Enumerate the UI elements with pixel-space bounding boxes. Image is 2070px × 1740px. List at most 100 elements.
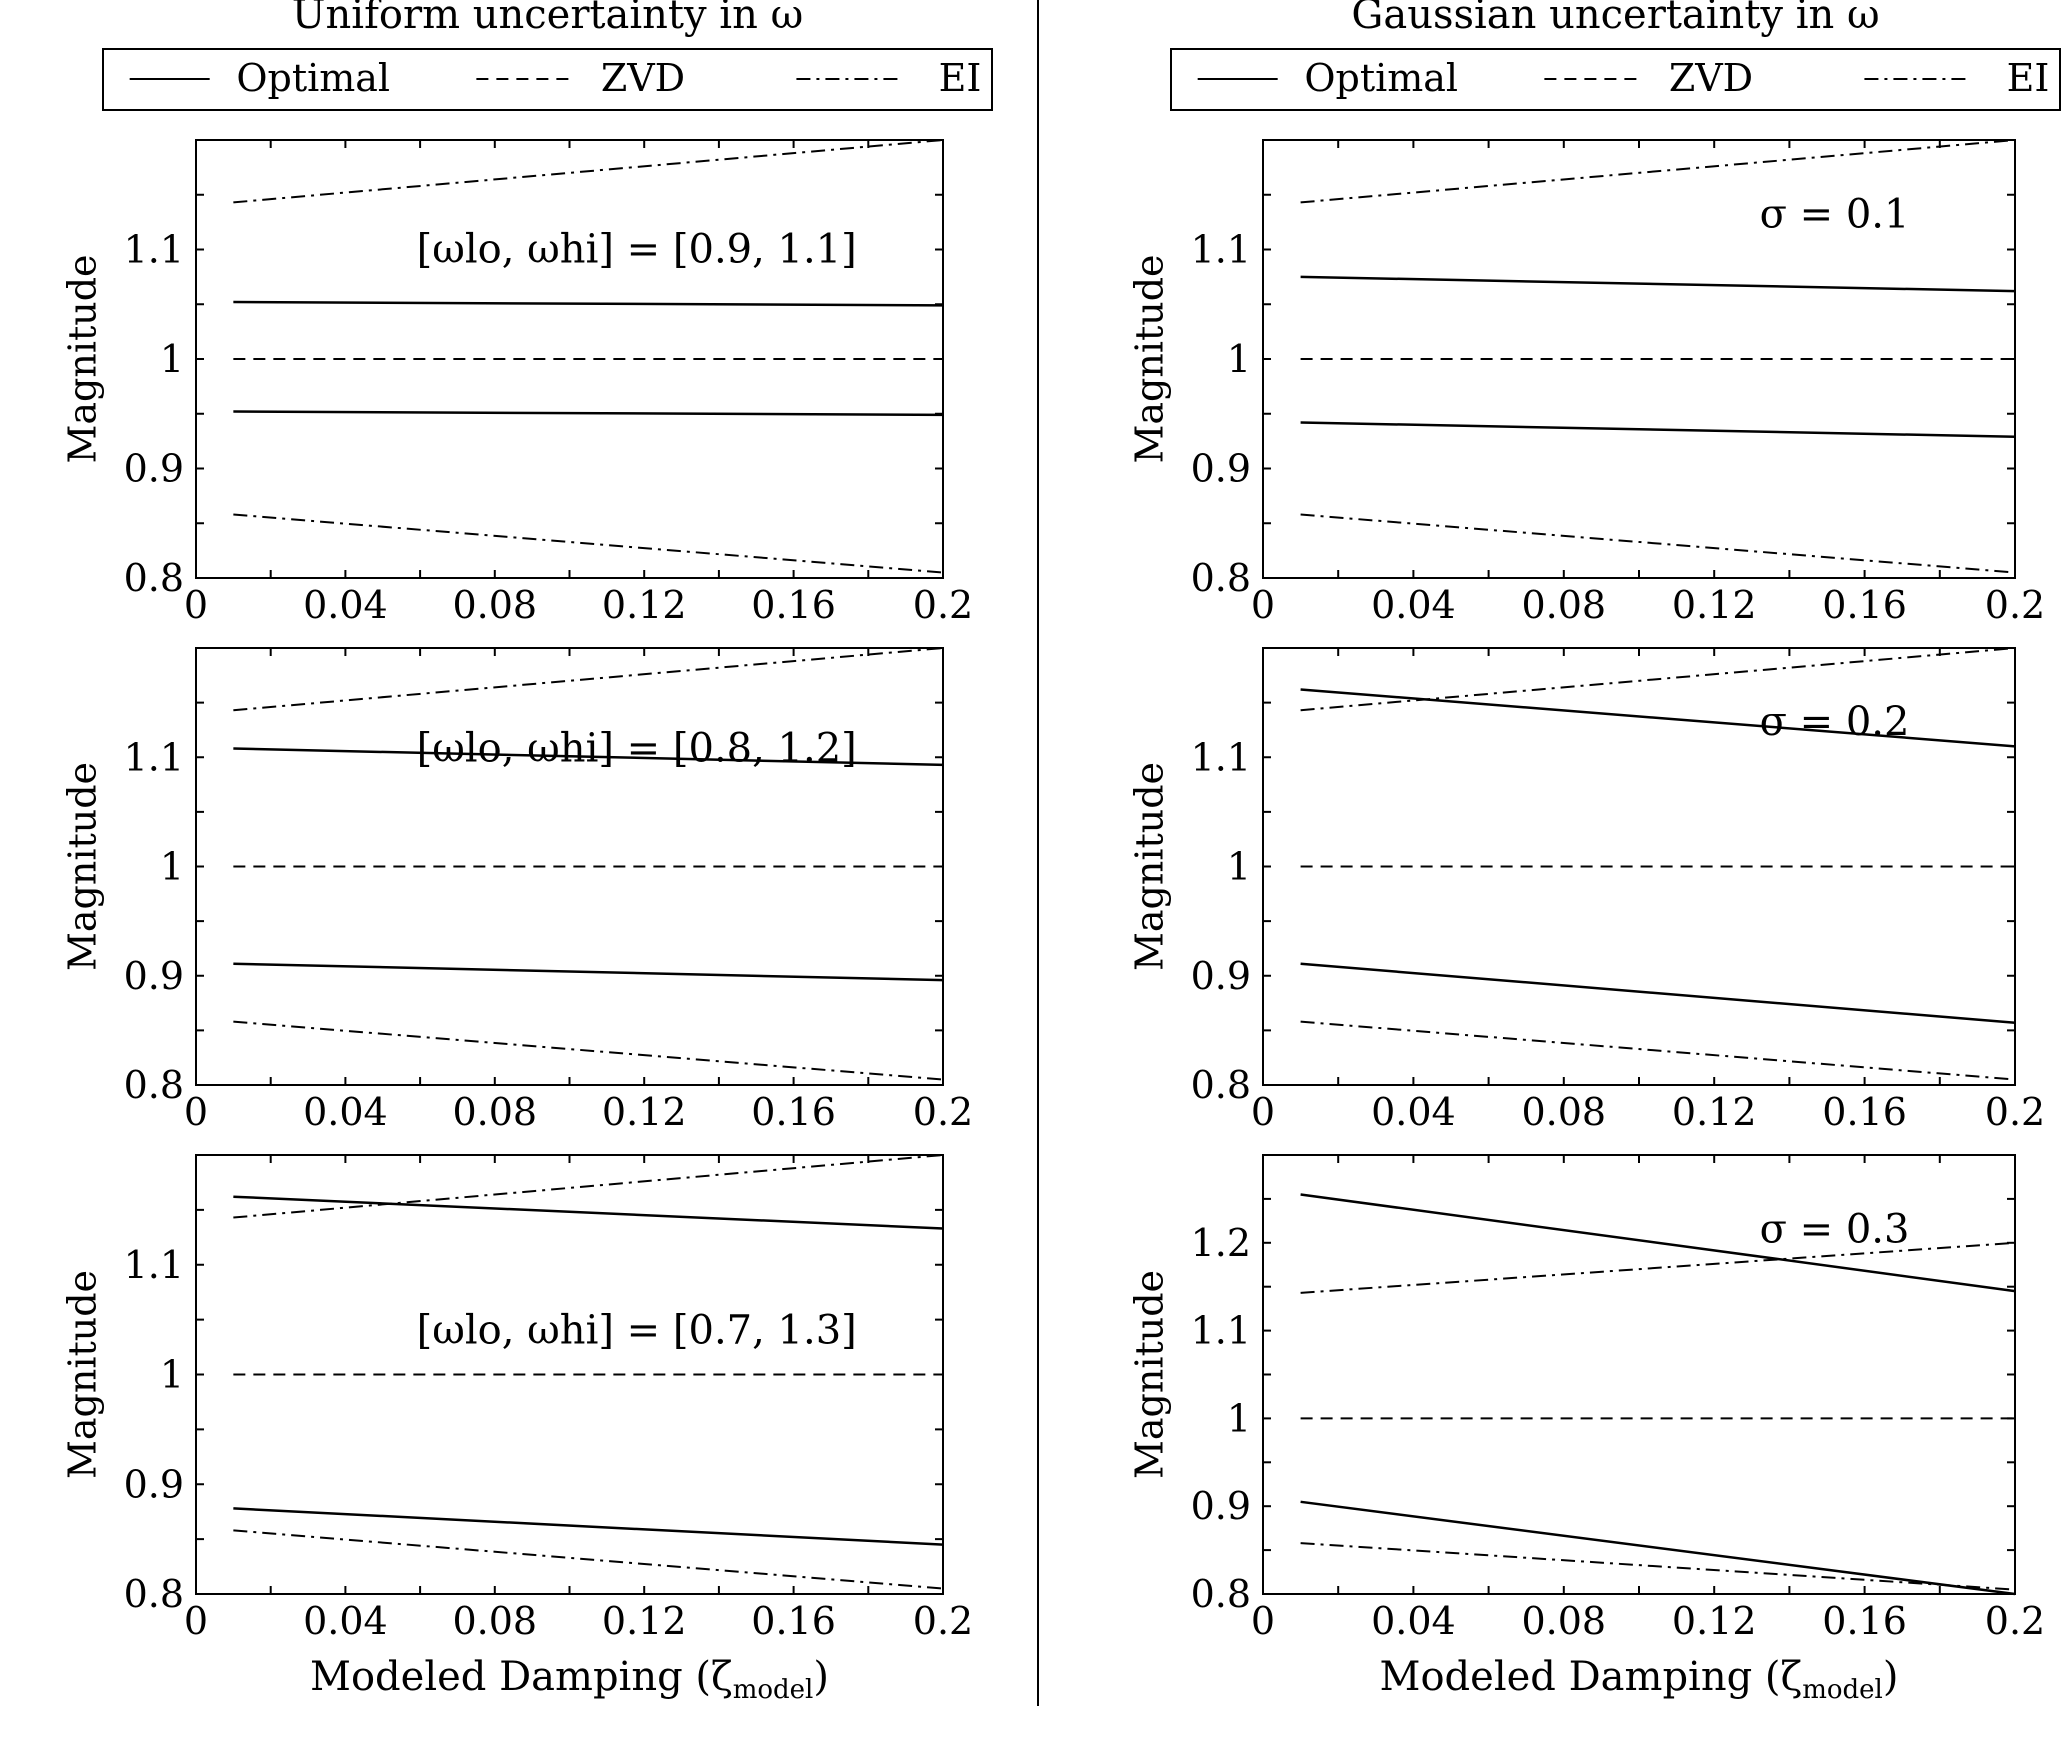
x-tick-label: 0: [184, 1599, 208, 1643]
plot-frame: [195, 647, 944, 1086]
series-ei-upper: [1300, 1241, 2016, 1294]
series-ei-lower: [233, 1020, 944, 1081]
x-tick-label: 0.12: [602, 1090, 687, 1134]
y-tick-label: 0.8: [124, 1063, 184, 1107]
x-tick-label: 0.12: [1672, 583, 1757, 627]
x-tick-label: 0.12: [602, 1599, 687, 1643]
x-tick-label: 0.08: [452, 1090, 537, 1134]
column-title: Gaussian uncertainty in ω: [1351, 0, 1879, 38]
legend-label-optimal: Optimal: [236, 56, 390, 100]
plot-frame: [195, 1154, 944, 1595]
series-ei-upper: [1300, 647, 2016, 712]
series-ei-upper: [233, 1154, 944, 1219]
y-tick-label: 1.2: [1191, 1221, 1251, 1265]
series-optimal-lower: [233, 410, 944, 417]
series-ei-upper: [1300, 139, 2016, 204]
panel-annotation: σ = 0.2: [1760, 699, 1910, 745]
x-tick-label: 0.16: [1822, 1599, 1907, 1643]
x-tick-label: 0.2: [1985, 583, 2045, 627]
x-tick-label: 0.2: [1985, 1090, 2045, 1134]
y-tick-label: 0.8: [1191, 1572, 1251, 1616]
series-ei-lower: [1300, 1542, 2016, 1591]
x-tick-label: 0.12: [602, 583, 687, 627]
series-optimal-lower: [1300, 962, 2016, 1024]
y-tick-label: 1.1: [124, 228, 184, 272]
y-tick-label: 0.8: [1191, 556, 1251, 600]
series-optimal-upper: [233, 747, 944, 767]
legend-label-optimal: Optimal: [1304, 56, 1458, 100]
y-tick-label: 1.1: [1191, 228, 1251, 272]
y-tick-label: 1: [1227, 1396, 1251, 1440]
y-tick-label: 1.1: [124, 735, 184, 779]
y-axis-label: Magnitude: [1128, 254, 1172, 463]
series-ei-upper: [233, 139, 944, 204]
x-axis-label: Modeled Damping (ζmodel): [1380, 1654, 1899, 1705]
y-tick-label: 0.9: [124, 954, 184, 998]
x-tick-label: 0.2: [913, 1090, 973, 1134]
series-ei-lower: [1300, 1020, 2016, 1081]
x-tick-label: 0.12: [1672, 1090, 1757, 1134]
y-tick-label: 1: [1227, 845, 1251, 889]
series-optimal-upper: [1300, 275, 2016, 293]
y-tick-label: 0.9: [1191, 954, 1251, 998]
series-optimal-lower: [233, 1507, 944, 1546]
series-optimal-lower: [233, 962, 944, 982]
x-tick-label: 0.04: [1371, 1090, 1456, 1134]
series-ei-lower: [233, 1529, 944, 1590]
series-optimal-lower: [1300, 1500, 2016, 1596]
panel-annotation: [ωlo, ωhi] = [0.9, 1.1]: [417, 226, 857, 272]
series-ei-lower: [1300, 513, 2016, 574]
panel-annotation: σ = 0.1: [1760, 191, 1910, 237]
y-tick-label: 1: [160, 845, 184, 889]
series-optimal-upper: [1300, 1193, 2016, 1293]
panel-annotation: σ = 0.3: [1760, 1206, 1910, 1252]
y-tick-label: 0.9: [1191, 1484, 1251, 1528]
x-tick-label: 0.04: [303, 583, 388, 627]
y-tick-label: 1.1: [1191, 1309, 1251, 1353]
x-tick-label: 0: [184, 1090, 208, 1134]
x-tick-label: 0.08: [1521, 583, 1606, 627]
y-tick-label: 1.1: [1191, 735, 1251, 779]
y-tick-label: 0.9: [1191, 447, 1251, 491]
x-tick-label: 0.16: [1822, 1090, 1907, 1134]
x-tick-label: 0: [1251, 583, 1275, 627]
y-tick-label: 1.1: [124, 1243, 184, 1287]
x-tick-label: 0.2: [1985, 1599, 2045, 1643]
plot-frame: [195, 139, 944, 579]
x-tick-label: 0: [184, 583, 208, 627]
x-tick-label: 0.12: [1672, 1599, 1757, 1643]
x-tick-label: 0.16: [751, 1599, 836, 1643]
x-tick-label: 0.08: [1521, 1090, 1606, 1134]
x-tick-label: 0.16: [751, 583, 836, 627]
series-ei-lower: [233, 513, 944, 574]
series-optimal-lower: [1300, 421, 2016, 438]
y-axis-label: Magnitude: [61, 1270, 105, 1479]
y-tick-label: 0.8: [1191, 1063, 1251, 1107]
x-tick-label: 0.08: [452, 1599, 537, 1643]
y-tick-label: 1: [1227, 337, 1251, 381]
y-tick-label: 1: [160, 1353, 184, 1397]
x-tick-label: 0.04: [303, 1090, 388, 1134]
x-tick-label: 0.08: [452, 583, 537, 627]
x-tick-label: 0.2: [913, 583, 973, 627]
legend-label-zvd: ZVD: [1669, 56, 1753, 100]
legend-box: [1170, 48, 2061, 111]
x-tick-label: 0: [1251, 1599, 1275, 1643]
x-tick-label: 0.04: [303, 1599, 388, 1643]
y-tick-label: 0.9: [124, 447, 184, 491]
series-ei-upper: [233, 647, 944, 712]
x-tick-label: 0.2: [913, 1599, 973, 1643]
column-title: Uniform uncertainty in ω: [292, 0, 803, 38]
x-tick-label: 0.16: [751, 1090, 836, 1134]
y-axis-label: Magnitude: [61, 762, 105, 971]
panel-annotation: [ωlo, ωhi] = [0.8, 1.2]: [417, 725, 857, 771]
panel-annotation: [ωlo, ωhi] = [0.7, 1.3]: [417, 1307, 857, 1353]
y-axis-label: Magnitude: [1128, 1270, 1172, 1479]
y-tick-label: 0.8: [124, 1572, 184, 1616]
legend-label-zvd: ZVD: [601, 56, 685, 100]
y-axis-label: Magnitude: [61, 254, 105, 463]
legend-label-ei: EI: [939, 56, 982, 100]
legend-label-ei: EI: [2007, 56, 2050, 100]
